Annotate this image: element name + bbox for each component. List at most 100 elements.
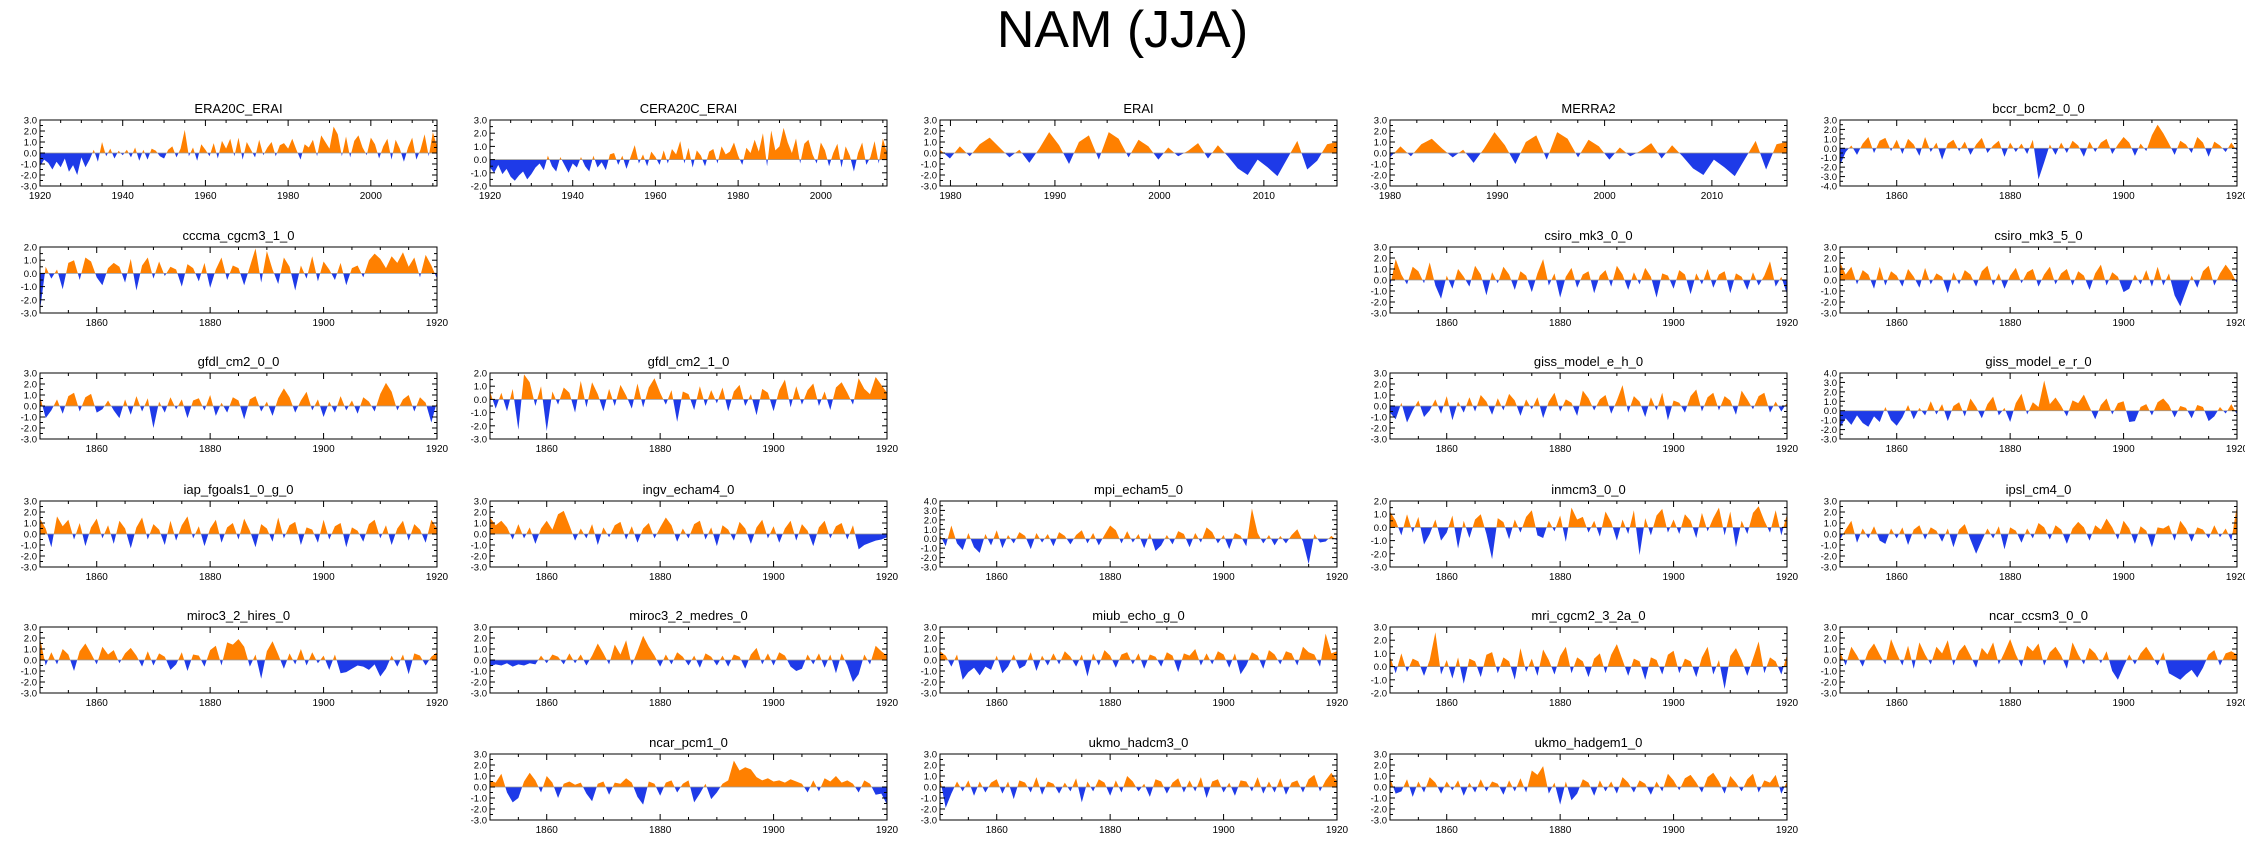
y-tick-label: 3.0	[924, 750, 937, 761]
x-tick-label: 1900	[2112, 444, 2135, 455]
y-tick-label: 1.0	[924, 645, 937, 656]
x-tick-label: 1900	[1662, 444, 1685, 455]
y-tick-label: -2.0	[921, 678, 937, 689]
y-tick-label: 3.0	[1374, 369, 1387, 380]
y-tick-label: 0.0	[24, 149, 37, 160]
positive-area	[1390, 506, 1787, 528]
panel-ncar_ccsm3_0_0: ncar_ccsm3_0_0 -3.0-2.0-1.00.01.02.03.0 18…	[1821, 608, 2245, 709]
negative-area	[40, 406, 437, 428]
panel-miub_echo_g_0: miub_echo_g_0 -3.0-2.0-1.00.01.02.03.0 186…	[921, 608, 1349, 709]
x-tick-label: 1900	[762, 572, 785, 583]
panel-miroc3_2_hires_0: miroc3_2_hires_0 -3.0-2.0-1.00.01.02.03.0…	[21, 608, 449, 709]
panel-CERA20C_ERAI: CERA20C_ERAI -2.0 -1.0 0.0 1.0 2.0 3.0 1920 1940…	[471, 101, 888, 202]
y-tick-label: 3.0	[1374, 243, 1387, 254]
x-tick-label: 1920	[2226, 444, 2245, 455]
negative-area	[40, 660, 437, 679]
y-tick-label: 0.0	[1374, 783, 1387, 794]
panel-title: MERRA2	[1561, 101, 1615, 116]
positive-area	[1840, 262, 2237, 280]
x-tick-label: 1900	[1662, 318, 1685, 329]
x-tick-label: 1860	[1436, 698, 1459, 709]
y-tick-label: 0.0	[924, 149, 937, 160]
y-tick-label: 2.0	[924, 515, 937, 526]
panel-title: ERA20C_ERAI	[194, 101, 282, 116]
y-tick-label: -3.0	[921, 689, 937, 700]
panel-miroc3_2_medres_0: miroc3_2_medres_0 -3.0-2.0-1.00.01.02.03.…	[471, 608, 899, 709]
y-tick-label: 1.0	[1374, 510, 1387, 521]
x-tick-label: 1920	[1776, 698, 1799, 709]
y-tick-label: 2.0	[474, 508, 487, 519]
x-tick-label: 2010	[1253, 191, 1276, 202]
y-tick-label: -3.0	[21, 689, 37, 700]
x-tick-label: 1900	[1662, 825, 1685, 836]
x-tick-label: 1920	[1776, 444, 1799, 455]
negative-area	[940, 538, 1337, 565]
y-tick-label: 3.0	[1824, 116, 1837, 127]
y-tick-label: -3.0	[471, 689, 487, 700]
y-tick-label: -3.0	[1821, 563, 1837, 574]
x-tick-label: 1990	[1486, 191, 1509, 202]
y-tick-label: -3.0	[1371, 563, 1387, 574]
panel-csiro_mk3_0_0: csiro_mk3_0_0 -3.0-2.0-1.00.01.02.03.0 186…	[1371, 228, 1799, 329]
y-tick-label: 3.0	[24, 497, 37, 508]
x-tick-label: 1880	[1549, 825, 1572, 836]
y-tick-label: 0.0	[474, 530, 487, 541]
x-tick-label: 1880	[649, 825, 672, 836]
y-tick-label: 2.0	[24, 508, 37, 519]
y-tick-label: 3.0	[924, 623, 937, 634]
x-tick-label: 1900	[762, 444, 785, 455]
y-tick-label: -1.0	[1371, 794, 1387, 805]
x-tick-label: 1880	[1999, 318, 2022, 329]
y-tick-label: 1.0	[1374, 265, 1387, 276]
y-tick-label: 0.0	[1374, 149, 1387, 160]
panel-ukmo_hadcm3_0: ukmo_hadcm3_0 -3.0-2.0-1.00.01.02.03.0 186…	[921, 735, 1349, 836]
x-tick-label: 1860	[1436, 318, 1459, 329]
y-tick-label: 0.0	[1824, 656, 1837, 667]
panel-title: miub_echo_g_0	[1092, 608, 1185, 623]
x-tick-label: 1920	[1326, 572, 1349, 583]
x-tick-label: 1880	[1999, 698, 2022, 709]
y-tick-label: 0.0	[1824, 406, 1837, 417]
x-tick-label: 1920	[2226, 698, 2245, 709]
positive-area	[490, 127, 887, 160]
x-tick-label: 1860	[986, 825, 1009, 836]
x-tick-label: 1880	[199, 444, 222, 455]
x-tick-label: 1920	[1776, 825, 1799, 836]
x-tick-label: 1880	[1099, 825, 1122, 836]
x-tick-label: 1880	[1099, 698, 1122, 709]
x-tick-label: 1860	[1886, 318, 1909, 329]
positive-area	[40, 248, 437, 274]
y-tick-label: -3.0	[21, 182, 37, 193]
y-tick-label: -3.0	[471, 816, 487, 827]
x-tick-label: 1880	[649, 444, 672, 455]
y-tick-label: 3.0	[474, 116, 487, 127]
y-tick-label: 0.0	[474, 656, 487, 667]
y-tick-label: -3.0	[1821, 172, 1837, 183]
y-tick-label: 1.0	[474, 772, 487, 783]
y-tick-label: 3.0	[1824, 497, 1837, 508]
negative-area	[1390, 406, 1787, 423]
x-tick-label: 1860	[536, 825, 559, 836]
y-tick-label: -1.0	[21, 667, 37, 678]
x-tick-label: 1860	[1886, 572, 1909, 583]
x-tick-label: 1860	[536, 572, 559, 583]
positive-area	[490, 760, 887, 787]
x-tick-label: 1920	[2226, 191, 2245, 202]
y-tick-label: 0.0	[1374, 276, 1387, 287]
x-tick-label: 1900	[2112, 572, 2135, 583]
y-tick-label: 1.0	[1374, 649, 1387, 660]
x-tick-label: 1860	[986, 572, 1009, 583]
y-tick-label: 3.0	[924, 116, 937, 127]
positive-area	[940, 772, 1337, 787]
y-tick-label: 3.0	[1824, 243, 1837, 254]
x-tick-label: 1920	[1776, 572, 1799, 583]
y-tick-label: 3.0	[474, 623, 487, 634]
y-tick-label: -2.0	[21, 552, 37, 563]
negative-area	[1390, 280, 1787, 299]
negative-area	[40, 273, 437, 311]
y-tick-label: 3.0	[1374, 116, 1387, 127]
y-tick-label: 2.0	[1374, 254, 1387, 265]
x-tick-label: 1900	[1212, 825, 1235, 836]
y-tick-label: -2.0	[471, 421, 487, 432]
x-tick-label: 1920	[29, 191, 52, 202]
